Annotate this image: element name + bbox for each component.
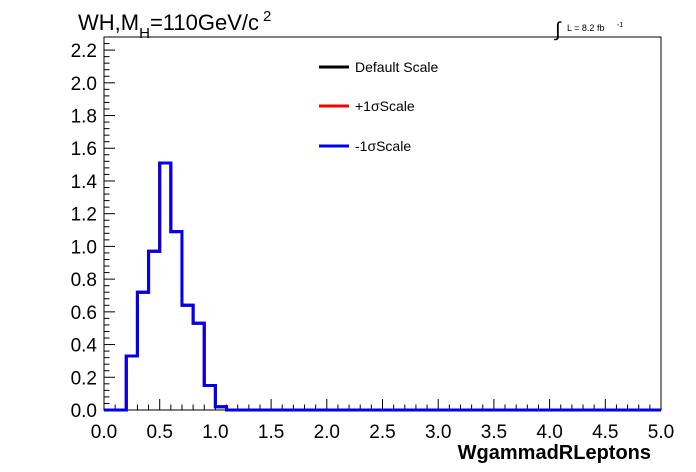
y-tick-label: 1.0 bbox=[71, 237, 97, 258]
title-superscript: 2 bbox=[263, 8, 271, 25]
integral-symbol: ∫ bbox=[554, 19, 562, 41]
y-tick-label: 0.8 bbox=[71, 270, 97, 291]
x-tick-label: 3.0 bbox=[425, 422, 451, 443]
series-line-2 bbox=[104, 161, 661, 412]
title-prefix: WH,M bbox=[78, 10, 139, 35]
series-layer bbox=[104, 161, 661, 412]
x-axis-label: WgammadRLeptons bbox=[458, 442, 651, 464]
x-tick-label: 5.0 bbox=[648, 422, 674, 443]
x-tick-label: 0.5 bbox=[146, 422, 172, 443]
y-tick-label: 0.4 bbox=[71, 336, 98, 357]
y-tick-label: 2.2 bbox=[71, 41, 97, 62]
chart-title: WH,MH=110GeV/c 2 bbox=[78, 8, 271, 42]
series-line-1 bbox=[104, 161, 661, 412]
title-value: =110GeV/c bbox=[150, 10, 259, 35]
legend-label-default: Default Scale bbox=[355, 59, 438, 75]
luminosity-label: ∫ L = 8.2 fb -1 bbox=[554, 19, 623, 41]
x-tick-label: 4.0 bbox=[536, 422, 562, 443]
y-axis: 0.0 0.2 0.4 0.6 0.8 1.0 1.2 1.4 1.6 1.8 2.0 2.2 bbox=[71, 36, 115, 422]
series-line-0 bbox=[104, 161, 661, 412]
x-tick-label: 2.5 bbox=[369, 422, 395, 443]
y-tick-label: 0.6 bbox=[71, 303, 97, 324]
y-tick-label: 1.2 bbox=[71, 205, 97, 226]
y-tick-label: 0.2 bbox=[71, 368, 97, 389]
legend-label-minus1sigma: -1σScale bbox=[355, 138, 411, 154]
x-tick-label: 0.0 bbox=[91, 422, 117, 443]
plot-frame bbox=[103, 36, 662, 411]
x-tick-label: 2.0 bbox=[314, 422, 340, 443]
x-tick-label: 1.0 bbox=[202, 422, 228, 443]
x-axis: 0.0 0.5 1.0 1.5 2.0 2.5 3.0 3.5 4.0 4.5 5.0 bbox=[91, 399, 674, 443]
legend-label-plus1sigma: +1σScale bbox=[355, 98, 415, 114]
y-tick-label: 0.0 bbox=[71, 401, 97, 422]
luminosity-exponent: -1 bbox=[617, 22, 623, 29]
title-subscript: H bbox=[139, 25, 150, 42]
x-tick-label: 1.5 bbox=[258, 422, 284, 443]
y-tick-label: 1.6 bbox=[71, 139, 97, 160]
x-tick-label: 3.5 bbox=[481, 422, 507, 443]
luminosity-text: L = 8.2 fb bbox=[567, 23, 604, 33]
y-tick-label: 1.4 bbox=[71, 172, 98, 193]
y-tick-label: 1.8 bbox=[71, 107, 97, 128]
y-tick-label: 2.0 bbox=[71, 74, 97, 95]
legend: Default Scale +1σScale -1σScale bbox=[319, 59, 438, 154]
x-tick-label: 4.5 bbox=[592, 422, 618, 443]
